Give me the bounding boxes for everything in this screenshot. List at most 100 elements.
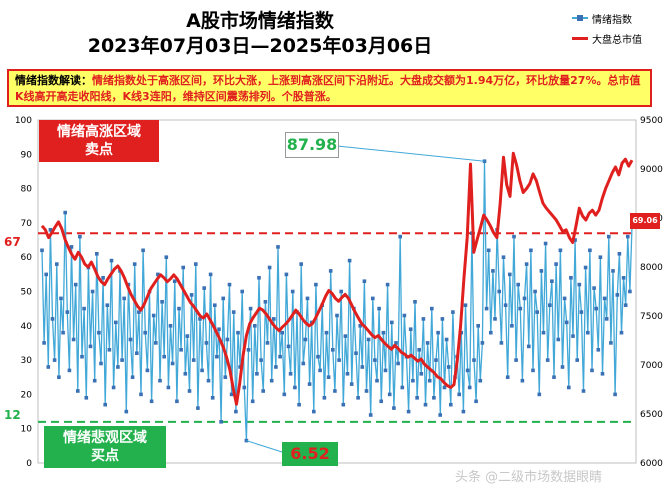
- sentiment-point-26: [95, 252, 99, 256]
- y-right-tick-label-6: 9000: [640, 165, 663, 175]
- sentiment-point-54: [154, 341, 158, 345]
- sentiment-point-124: [301, 361, 306, 366]
- sentiment-point-11: [63, 210, 67, 215]
- sentiment-point-152: [360, 365, 365, 369]
- sentiment-point-273: [615, 293, 620, 297]
- sentiment-point-193: [446, 365, 451, 369]
- sentiment-point-111: [274, 365, 278, 369]
- sentiment-point-45: [135, 351, 139, 355]
- sentiment-point-231: [527, 344, 531, 349]
- sentiment-point-33: [109, 258, 114, 263]
- sentiment-point-232: [529, 248, 533, 253]
- sentiment-point-129: [312, 409, 316, 414]
- sentiment-point-178: [415, 396, 419, 400]
- callout-min-value: 6.52: [282, 442, 338, 466]
- sentiment-point-42: [128, 337, 133, 342]
- sentiment-point-241: [548, 303, 552, 307]
- callout-max-leader: [336, 145, 485, 162]
- sentiment-point-135: [324, 330, 329, 335]
- sentiment-point-5: [50, 317, 55, 321]
- callout-max-value: 87.98: [285, 132, 339, 158]
- sentiment-point-138: [331, 348, 335, 352]
- sentiment-point-60: [166, 385, 171, 390]
- sentiment-point-48: [141, 248, 145, 253]
- sentiment-point-116: [284, 272, 289, 277]
- interpretation-text: 情绪指数处于高涨区间，环比大涨，上涨到高涨区间下沿附近。大盘成交额为1.94万亿…: [15, 74, 641, 103]
- sentiment-point-72: [191, 358, 196, 362]
- sentiment-point-233: [531, 368, 535, 373]
- chart-title-line2: 2023年07月03日—2025年03月06日: [87, 35, 433, 57]
- sentiment-point-255: [577, 282, 582, 287]
- sentiment-point-221: [505, 375, 510, 379]
- sentiment-point-190: [440, 317, 445, 321]
- sentiment-point-6: [52, 358, 57, 362]
- sentiment-point-188: [436, 330, 440, 335]
- sentiment-point-276: [621, 276, 626, 280]
- sentiment-point-184: [427, 378, 432, 383]
- sentiment-point-229: [522, 296, 527, 301]
- sentiment-point-15: [71, 337, 76, 342]
- sentiment-point-79: [206, 378, 211, 383]
- interpretation-label: 情绪指数解读：: [15, 74, 92, 87]
- sentiment-point-215: [493, 317, 497, 321]
- sentiment-point-29: [101, 276, 105, 280]
- sentiment-point-91: [231, 310, 236, 314]
- sentiment-point-55: [156, 272, 160, 277]
- sentiment-point-64: [175, 399, 179, 404]
- sentiment-point-243: [552, 375, 556, 379]
- callout-last-value: 69.06: [630, 213, 660, 229]
- sentiment-point-62: [170, 361, 175, 366]
- y-right-tick-label-3: 7500: [640, 312, 663, 322]
- sentiment-point-249: [564, 320, 569, 325]
- zone-high-label: 情绪高涨区域: [57, 124, 141, 140]
- sentiment-point-16: [73, 282, 78, 287]
- sentiment-point-191: [442, 385, 447, 390]
- y-left-tick-label-4: 40: [21, 322, 33, 332]
- sentiment-point-83: [215, 354, 219, 359]
- sentiment-point-94: [238, 365, 242, 369]
- sentiment-point-86: [221, 296, 225, 301]
- sentiment-point-58: [162, 354, 166, 359]
- sentiment-point-159: [375, 378, 379, 383]
- sentiment-point-95: [240, 289, 244, 294]
- sentiment-point-96: [242, 385, 247, 390]
- sentiment-point-8: [57, 375, 61, 379]
- sentiment-point-31: [105, 303, 110, 307]
- sentiment-point-136: [326, 375, 331, 379]
- sentiment-point-254: [575, 358, 579, 362]
- sentiment-point-109: [269, 378, 274, 383]
- interpretation-box: 情绪指数解读：情绪指数处于高涨区间，环比大涨，上涨到高涨区间下沿附近。大盘成交额…: [7, 69, 652, 107]
- sentiment-point-119: [290, 289, 295, 294]
- sentiment-point-80: [208, 272, 213, 277]
- sentiment-point-270: [609, 341, 613, 345]
- sentiment-point-147: [349, 382, 354, 386]
- sentiment-point-271: [611, 269, 615, 273]
- sentiment-point-252: [571, 334, 575, 338]
- sentiment-point-120: [293, 385, 297, 390]
- sentiment-point-53: [151, 313, 156, 318]
- sentiment-point-106: [263, 300, 268, 304]
- sentiment-point-257: [581, 389, 586, 393]
- sentiment-point-73: [194, 262, 198, 266]
- y-left-tick-label-7: 70: [21, 219, 33, 229]
- sentiment-point-108: [267, 265, 272, 270]
- sentiment-point-28: [99, 361, 103, 366]
- sentiment-point-274: [617, 252, 622, 256]
- sentiment-point-189: [438, 413, 442, 417]
- sentiment-point-218: [499, 341, 504, 345]
- sentiment-point-165: [387, 392, 392, 397]
- sentiment-point-179: [417, 348, 421, 352]
- sentiment-point-224: [512, 234, 516, 239]
- legend-item-sentiment: 情绪指数: [572, 8, 642, 28]
- chart-title-line1: A股市场情绪指数: [186, 10, 334, 32]
- sentiment-point-38: [120, 358, 124, 362]
- sentiment-point-235: [535, 310, 539, 314]
- sentiment-point-217: [497, 289, 501, 294]
- sentiment-point-201: [463, 303, 468, 307]
- sentiment-point-9: [59, 296, 63, 301]
- sentiment-point-150: [356, 396, 360, 400]
- sentiment-point-156: [368, 413, 373, 417]
- sentiment-point-114: [280, 330, 284, 335]
- sentiment-point-81: [210, 396, 215, 400]
- sentiment-point-100: [250, 399, 255, 404]
